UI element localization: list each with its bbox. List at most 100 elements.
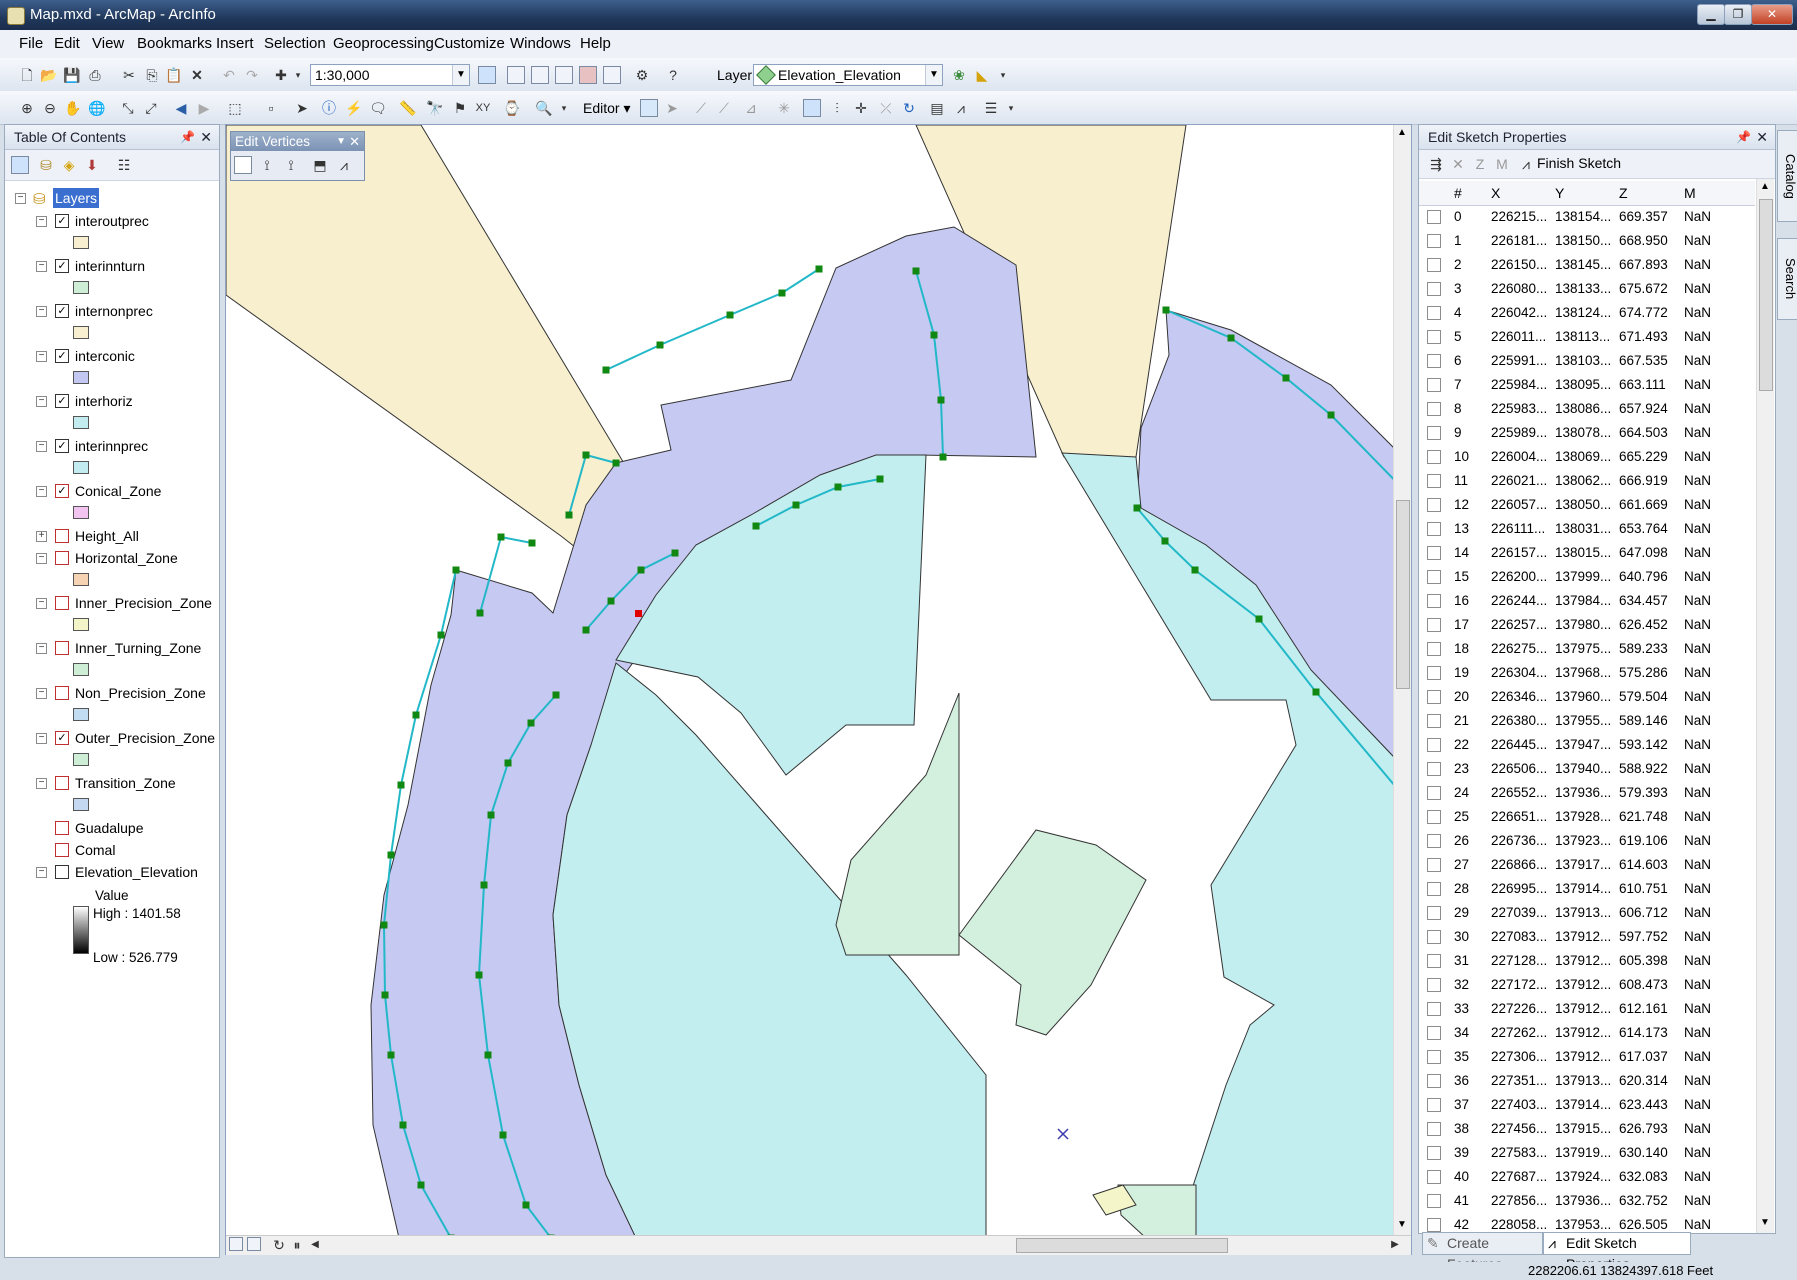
- vertex-row-checkbox[interactable]: [1427, 1194, 1441, 1208]
- selected-vertex-marker[interactable]: [635, 610, 642, 617]
- sketch-vertex-row[interactable]: 26 226736... 137923... 619.106 NaN: [1419, 830, 1755, 851]
- vertex-row-checkbox[interactable]: [1427, 594, 1441, 608]
- layer-visibility-checkbox[interactable]: [55, 776, 69, 790]
- toolbar-options-icon[interactable]: ▾: [1000, 70, 1006, 80]
- col-header-x[interactable]: X: [1491, 185, 1501, 201]
- layer-visibility-checkbox[interactable]: [55, 641, 69, 655]
- layer-name[interactable]: Height_All: [75, 528, 139, 544]
- layer-symbol-swatch[interactable]: [73, 236, 89, 249]
- tab-create-features[interactable]: ✎ Create Features: [1422, 1232, 1543, 1272]
- new-document-icon[interactable]: 🗋: [21, 67, 33, 83]
- scroll-up-icon[interactable]: ▲: [1397, 127, 1407, 138]
- sketch-vertex-row[interactable]: 22 226445... 137947... 593.142 NaN: [1419, 734, 1755, 755]
- vertex-marker[interactable]: [582, 626, 590, 634]
- collapse-icon[interactable]: −: [15, 193, 26, 204]
- sketch-vertex-row[interactable]: 39 227583... 137919... 630.140 NaN: [1419, 1142, 1755, 1163]
- vertex-marker[interactable]: [1255, 615, 1263, 623]
- layer-visibility-checkbox[interactable]: [55, 821, 69, 835]
- sketch-vertex-row[interactable]: 9 225989... 138078... 664.503 NaN: [1419, 422, 1755, 443]
- vertex-row-checkbox[interactable]: [1427, 570, 1441, 584]
- vertex-marker[interactable]: [778, 289, 786, 297]
- vertex-marker[interactable]: [671, 549, 679, 557]
- toc-layer-row[interactable]: − Inner_Turning_Zone: [5, 638, 219, 658]
- select-features-icon[interactable]: ⬚: [228, 100, 242, 116]
- layer-name[interactable]: interoutprec: [75, 213, 149, 229]
- vertex-marker[interactable]: [637, 566, 645, 574]
- pin-icon[interactable]: 📌: [1736, 130, 1751, 144]
- toc-layer-row[interactable]: Comal: [5, 840, 219, 860]
- toc-layer-row[interactable]: − ✓ internonprec: [5, 301, 219, 321]
- layer-symbol-swatch[interactable]: [73, 506, 89, 519]
- pause-drawing-icon[interactable]: ⏸: [293, 1237, 301, 1253]
- open-folder-icon[interactable]: 📂: [40, 67, 58, 83]
- vertex-row-checkbox[interactable]: [1427, 666, 1441, 680]
- layer-name[interactable]: interconic: [75, 348, 135, 364]
- sketch-vertex-row[interactable]: 4 226042... 138124... 674.772 NaN: [1419, 302, 1755, 323]
- back-extent-icon[interactable]: ◀: [175, 100, 187, 116]
- vertex-marker[interactable]: [412, 711, 420, 719]
- vertex-row-checkbox[interactable]: [1427, 858, 1441, 872]
- sketch-properties-icon[interactable]: ⩘: [957, 100, 965, 116]
- paste-icon[interactable]: 📋: [165, 67, 183, 83]
- sketch-vertex-row[interactable]: 13 226111... 138031... 653.764 NaN: [1419, 518, 1755, 539]
- vertex-marker[interactable]: [504, 759, 512, 767]
- menu-help[interactable]: Help: [580, 35, 611, 52]
- vertex-row-checkbox[interactable]: [1427, 786, 1441, 800]
- vertex-marker[interactable]: [752, 522, 760, 530]
- sketch-vertex-row[interactable]: 41 227856... 137936... 632.752 NaN: [1419, 1190, 1755, 1211]
- toc-layer-row[interactable]: − ✓ Outer_Precision_Zone: [5, 728, 219, 748]
- layer-visibility-checkbox[interactable]: ✓: [55, 731, 69, 745]
- collapse-icon[interactable]: −: [36, 688, 47, 699]
- delete-vertex-icon[interactable]: ✕: [1452, 156, 1464, 172]
- vertex-marker[interactable]: [497, 533, 505, 541]
- sketch-vertex-row[interactable]: 25 226651... 137928... 621.748 NaN: [1419, 806, 1755, 827]
- layer-name[interactable]: Inner_Precision_Zone: [75, 595, 212, 611]
- vertex-marker[interactable]: [476, 609, 484, 617]
- pan-hand-icon[interactable]: ✋: [64, 100, 82, 116]
- full-extent-icon[interactable]: 🌐: [88, 100, 106, 116]
- table-of-contents-window-icon[interactable]: [507, 66, 525, 84]
- go-to-xy-icon[interactable]: XY: [475, 102, 491, 114]
- split-tool-icon[interactable]: ✳: [778, 100, 790, 116]
- list-by-selection-icon[interactable]: ⬇: [86, 157, 98, 173]
- close-icon[interactable]: ✕: [200, 129, 212, 145]
- vertex-row-checkbox[interactable]: [1427, 1026, 1441, 1040]
- close-icon[interactable]: ✕: [1756, 129, 1768, 145]
- toolbar-options-icon[interactable]: ▾: [1008, 103, 1014, 113]
- vertex-row-checkbox[interactable]: [1427, 618, 1441, 632]
- sketch-vertex-row[interactable]: 23 226506... 137940... 588.922 NaN: [1419, 758, 1755, 779]
- menu-view[interactable]: View: [92, 35, 125, 52]
- layer-name[interactable]: Conical_Zone: [75, 483, 162, 499]
- layer-visibility-checkbox[interactable]: ✓: [55, 439, 69, 453]
- vertex-row-checkbox[interactable]: [1427, 450, 1441, 464]
- vertex-marker[interactable]: [499, 1131, 507, 1139]
- interhoriz-polygon-left[interactable]: [552, 662, 987, 1238]
- m-aware-icon[interactable]: M: [1496, 156, 1508, 172]
- sketch-scroll-thumb[interactable]: [1759, 199, 1773, 391]
- scroll-down-icon[interactable]: ▼: [1760, 1217, 1770, 1228]
- layer-visibility-checkbox[interactable]: ✓: [55, 304, 69, 318]
- sketch-vertex-row[interactable]: 31 227128... 137912... 605.398 NaN: [1419, 950, 1755, 971]
- layer-visibility-checkbox[interactable]: ✓: [55, 394, 69, 408]
- layer-visibility-checkbox[interactable]: [55, 551, 69, 565]
- sketch-vertex-row[interactable]: 30 227083... 137912... 597.752 NaN: [1419, 926, 1755, 947]
- measure-ruler-icon[interactable]: 📏: [399, 100, 417, 116]
- fixed-zoom-in-icon[interactable]: ⤡: [122, 100, 134, 116]
- layer-symbol-swatch[interactable]: [73, 326, 89, 339]
- vertex-row-checkbox[interactable]: [1427, 402, 1441, 416]
- forward-extent-icon[interactable]: ▶: [198, 100, 210, 116]
- vertex-row-checkbox[interactable]: [1427, 234, 1441, 248]
- vertex-marker[interactable]: [937, 396, 945, 404]
- toc-layer-row[interactable]: − Inner_Precision_Zone: [5, 593, 219, 613]
- layer-visibility-checkbox[interactable]: ✓: [55, 484, 69, 498]
- vertex-marker[interactable]: [527, 719, 535, 727]
- maximize-button[interactable]: ❐: [1724, 4, 1752, 25]
- sketch-vertex-row[interactable]: 42 228058... 137953... 626.505 NaN: [1419, 1214, 1755, 1233]
- vertex-marker[interactable]: [1133, 504, 1141, 512]
- edit-vertices-titlebar[interactable]: Edit Vertices ▼ ✕: [231, 132, 364, 151]
- sketch-vertex-row[interactable]: 34 227262... 137912... 614.173 NaN: [1419, 1022, 1755, 1043]
- layer-name[interactable]: interinnturn: [75, 258, 146, 274]
- vertex-row-checkbox[interactable]: [1427, 930, 1441, 944]
- sketch-vertex-row[interactable]: 12 226057... 138050... 661.669 NaN: [1419, 494, 1755, 515]
- curve-segment-icon[interactable]: ⟋: [719, 100, 729, 116]
